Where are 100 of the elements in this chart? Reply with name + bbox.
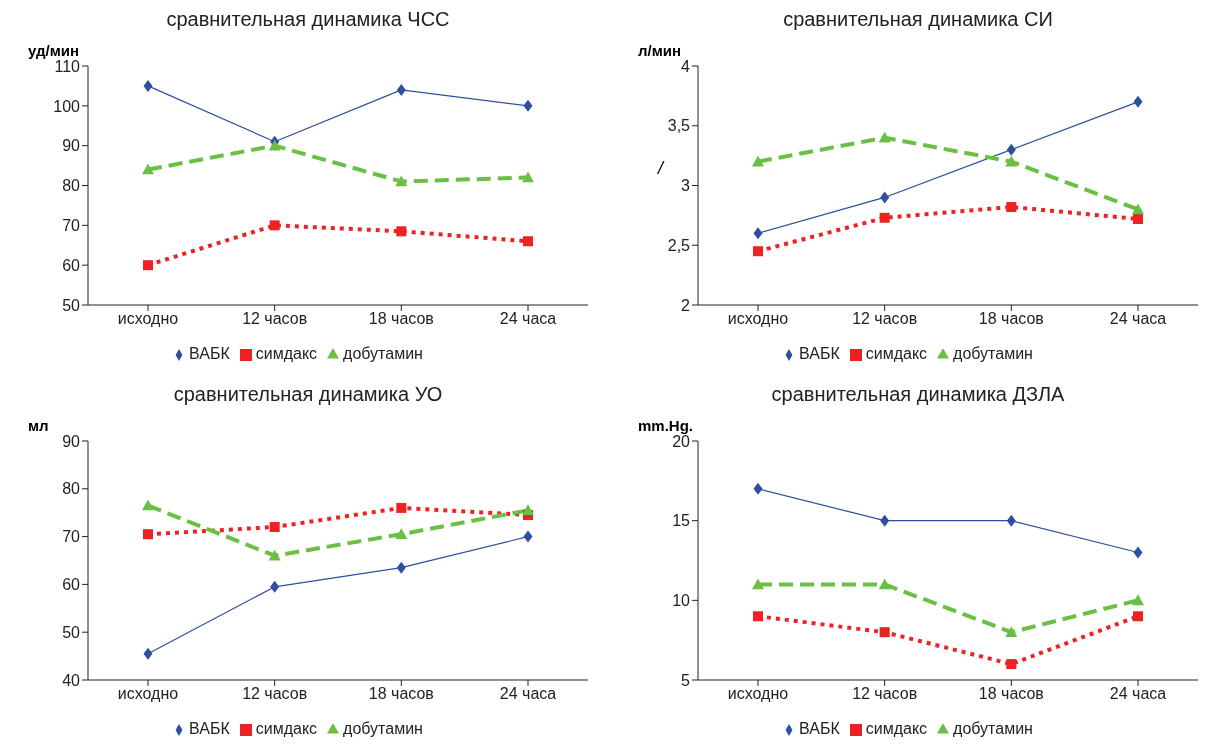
y-tick-label: 110	[54, 57, 81, 75]
point	[269, 522, 280, 533]
point	[879, 627, 890, 638]
y-axis-title: уд/мин	[28, 42, 80, 59]
point	[523, 236, 533, 247]
legend-label: добутамин	[953, 345, 1033, 362]
y-tick-label: 60	[62, 576, 81, 594]
legend-label: симдакс	[255, 345, 318, 362]
point	[143, 79, 153, 92]
legend-label: симдакс	[865, 345, 928, 362]
point	[1133, 546, 1143, 559]
point	[142, 499, 154, 511]
y-tick-label: 50	[62, 623, 81, 641]
point	[1133, 213, 1143, 224]
y-tick-label: 2,5	[667, 236, 691, 254]
legend-label: ВАБК	[189, 720, 230, 737]
y-tick-label: 50	[62, 296, 81, 314]
point	[142, 163, 154, 175]
y-tick-label: 70	[62, 217, 81, 235]
x-tick-label: 24 часа	[1109, 310, 1167, 328]
x-tick-label: 12 часов	[242, 310, 308, 328]
point	[752, 578, 764, 590]
legend-label: симдакс	[865, 720, 928, 737]
legend-label: ВАБК	[799, 345, 840, 362]
point	[143, 529, 153, 540]
x-tick-label: 24 часа	[499, 685, 557, 703]
point	[1006, 659, 1017, 670]
legend-label: симдакс	[255, 720, 318, 737]
point	[522, 504, 534, 516]
x-tick-label: исходно	[117, 310, 179, 328]
point	[1006, 202, 1017, 213]
y-tick-label: 40	[62, 671, 81, 689]
point	[1133, 611, 1143, 622]
x-tick-label: 18 часов	[978, 685, 1044, 703]
point	[1006, 143, 1016, 156]
legend-label: ВАБК	[799, 720, 840, 737]
x-tick-label: исходно	[117, 685, 179, 703]
point	[395, 175, 408, 187]
y-tick-label: 3,5	[667, 117, 691, 135]
y-axis-title: mm.Hg.	[638, 417, 694, 434]
y-tick-label: 90	[62, 137, 81, 155]
y-tick-label: 80	[62, 480, 81, 498]
point	[753, 482, 763, 495]
x-tick-label: 18 часов	[368, 685, 434, 703]
y-tick-label: 3	[681, 177, 691, 195]
point	[1005, 155, 1018, 167]
chart-title: сравнительная динамика УО	[172, 383, 444, 407]
point	[880, 191, 890, 204]
x-tick-label: 18 часов	[978, 310, 1044, 328]
x-tick-label: 12 часов	[852, 685, 918, 703]
x-tick-label: 24 часа	[499, 310, 557, 328]
y-tick-label: 100	[53, 97, 81, 115]
y-tick-label: 15	[672, 512, 691, 530]
x-tick-label: 18 часов	[368, 310, 434, 328]
point	[752, 155, 764, 167]
point	[396, 83, 406, 96]
y-tick-label: 60	[62, 256, 81, 274]
y-axis-title: мл	[28, 417, 49, 434]
point	[1132, 594, 1144, 606]
y-tick-label: 5	[681, 671, 691, 689]
chart-title: сравнительная динамика СИ	[782, 8, 1054, 32]
point	[523, 99, 533, 112]
point	[1006, 514, 1016, 527]
point	[396, 561, 406, 574]
point	[270, 580, 280, 593]
point	[753, 227, 763, 240]
legend-label: добутамин	[953, 720, 1033, 737]
y-tick-label: 2	[681, 296, 691, 314]
legend-label: добутамин	[343, 345, 423, 362]
point	[522, 171, 534, 183]
point	[523, 530, 533, 543]
point	[880, 514, 890, 527]
y-tick-label: 10	[672, 592, 691, 610]
point	[753, 246, 763, 257]
chart-title: сравнительная динамика ЧСС	[165, 8, 451, 32]
legend-label: ВАБК	[189, 345, 230, 362]
point	[143, 260, 153, 271]
point	[143, 647, 153, 660]
point	[878, 131, 891, 143]
y-tick-label: 80	[62, 177, 81, 195]
y-tick-label: 90	[62, 432, 81, 450]
point	[269, 220, 280, 231]
point	[268, 139, 281, 151]
legend-label: добутамин	[343, 720, 423, 737]
y-tick-label: 4	[681, 57, 691, 75]
chart-title: сравнительная динамика ДЗЛА	[770, 383, 1066, 407]
point	[879, 212, 890, 223]
point	[1005, 626, 1018, 637]
x-tick-label: 24 часа	[1109, 685, 1167, 703]
point	[395, 528, 408, 540]
text: /	[658, 158, 664, 179]
point	[878, 578, 891, 590]
x-tick-label: 12 часов	[242, 685, 308, 703]
y-axis-title: л/мин	[638, 42, 682, 59]
y-tick-label: 70	[62, 528, 81, 546]
x-tick-label: исходно	[727, 310, 789, 328]
point	[396, 226, 407, 237]
point	[753, 611, 763, 622]
x-tick-label: исходно	[727, 685, 789, 703]
point	[1132, 203, 1144, 215]
